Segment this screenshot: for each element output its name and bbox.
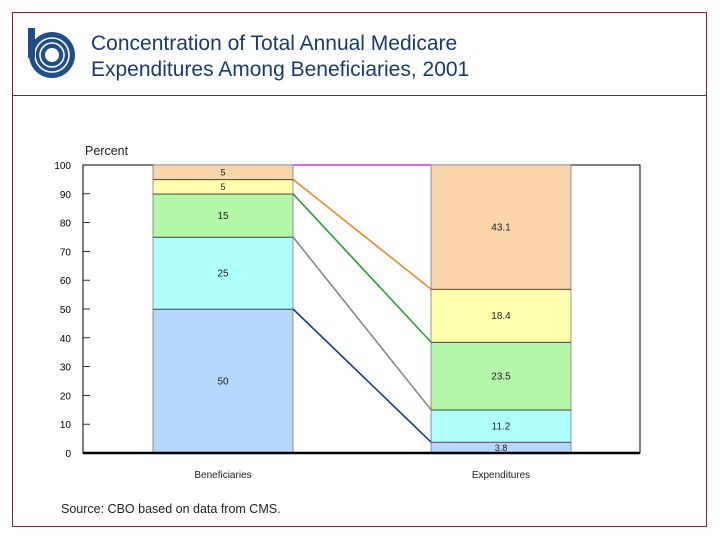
y-tick-label: 40 bbox=[60, 334, 72, 345]
y-tick-label: 60 bbox=[60, 276, 72, 287]
header-divider bbox=[12, 95, 707, 96]
connector-line bbox=[292, 193, 432, 343]
bar-segment bbox=[430, 341, 572, 411]
y-tick-label: 0 bbox=[65, 449, 71, 460]
connector-line bbox=[292, 178, 432, 290]
data-label: 23.5 bbox=[491, 371, 511, 382]
data-label: 3.8 bbox=[495, 443, 508, 453]
bar-segment bbox=[152, 193, 294, 238]
data-label: 11.2 bbox=[492, 421, 511, 432]
title-line-2: Expenditures Among Beneficiaries, 2001 bbox=[91, 58, 470, 81]
connector-line bbox=[292, 236, 432, 411]
data-label: 15 bbox=[217, 211, 229, 222]
x-tick-label: Beneficiaries bbox=[194, 470, 251, 481]
y-tick-label: 80 bbox=[60, 219, 72, 230]
bar-segment bbox=[152, 236, 294, 310]
slide-frame bbox=[12, 12, 707, 527]
cbo-logo-icon bbox=[28, 28, 75, 78]
data-label: 43.1 bbox=[491, 223, 511, 234]
data-label: 5 bbox=[220, 182, 225, 192]
data-label: 5 bbox=[220, 168, 225, 178]
bar-segment bbox=[152, 308, 294, 454]
connector-line bbox=[292, 308, 432, 443]
bar-segment bbox=[430, 164, 572, 290]
y-axis-label: Percent bbox=[85, 144, 129, 158]
y-tick-label: 90 bbox=[60, 190, 72, 201]
title-line-1: Concentration of Total Annual Medicare bbox=[91, 32, 458, 55]
y-tick-label: 10 bbox=[60, 420, 72, 431]
y-tick-label: 30 bbox=[60, 363, 72, 374]
source-note: Source: CBO based on data from CMS. bbox=[61, 502, 281, 516]
y-tick-label: 50 bbox=[60, 305, 72, 316]
y-tick-label: 70 bbox=[60, 247, 72, 258]
y-tick-label: 20 bbox=[60, 391, 72, 402]
y-tick-label: 100 bbox=[54, 161, 71, 172]
data-label: 25 bbox=[217, 269, 229, 280]
page-title: Concentration of Total Annual Medicare E… bbox=[91, 31, 469, 83]
bar-segment bbox=[430, 288, 572, 343]
x-tick-label: Expenditures bbox=[472, 470, 530, 481]
data-label: 50 bbox=[217, 377, 229, 388]
data-label: 18.4 bbox=[491, 311, 511, 322]
